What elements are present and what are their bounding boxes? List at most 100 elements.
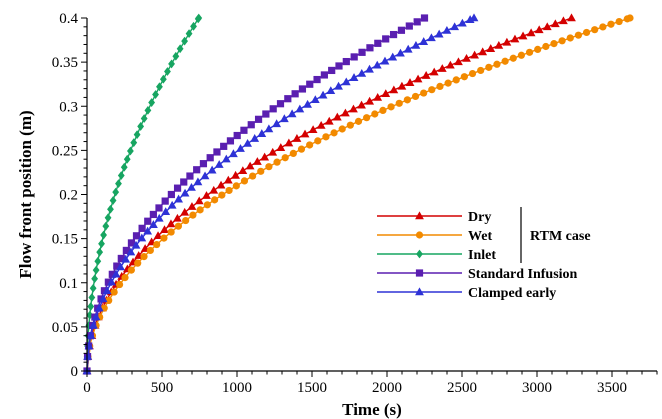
data-point bbox=[494, 40, 504, 49]
data-point bbox=[320, 71, 328, 79]
data-point bbox=[160, 225, 169, 233]
data-point bbox=[206, 154, 214, 162]
data-point bbox=[247, 121, 255, 129]
data-point bbox=[213, 148, 221, 156]
data-point bbox=[232, 182, 240, 190]
data-point bbox=[289, 149, 297, 157]
data-point bbox=[357, 100, 366, 109]
data-point bbox=[582, 28, 591, 37]
data-point bbox=[284, 138, 294, 147]
data-point bbox=[454, 57, 463, 66]
data-point bbox=[452, 76, 460, 84]
y-tick-label: 0.25 bbox=[52, 143, 78, 159]
data-point bbox=[342, 57, 350, 66]
data-point bbox=[102, 286, 112, 294]
data-point bbox=[338, 125, 346, 133]
data-point bbox=[374, 39, 382, 47]
data-point bbox=[419, 37, 429, 45]
data-point bbox=[328, 66, 336, 75]
series-line bbox=[86, 17, 425, 372]
data-point bbox=[420, 14, 429, 22]
y-tick-label: 0.1 bbox=[59, 276, 78, 292]
data-point bbox=[298, 85, 307, 93]
data-point bbox=[172, 51, 180, 61]
data-point bbox=[180, 178, 188, 186]
data-point bbox=[240, 177, 249, 185]
data-point bbox=[389, 30, 398, 39]
legend-label: Inlet bbox=[468, 248, 496, 263]
data-point bbox=[371, 110, 379, 118]
data-point bbox=[115, 280, 124, 289]
x-tick-label: 0 bbox=[83, 380, 91, 396]
data-point bbox=[86, 331, 96, 339]
data-point bbox=[566, 34, 574, 42]
data-point bbox=[387, 103, 395, 111]
data-point bbox=[626, 14, 634, 22]
data-point bbox=[167, 200, 177, 209]
y-tick-label: 0.15 bbox=[52, 232, 78, 248]
data-point bbox=[173, 213, 182, 222]
data-point bbox=[102, 221, 110, 231]
axes: 0 500 1000 1500 2000 2500 3000 3500 0 0.05 0.1 0.15… bbox=[52, 11, 658, 396]
data-point bbox=[525, 48, 534, 56]
data-point bbox=[517, 51, 526, 59]
data-point bbox=[292, 134, 302, 142]
data-point bbox=[437, 64, 447, 72]
data-point bbox=[354, 117, 363, 125]
data-point bbox=[249, 172, 257, 180]
data-point bbox=[279, 114, 289, 123]
data-point bbox=[349, 104, 358, 113]
data-point bbox=[89, 320, 98, 329]
y-tick-label: 0.4 bbox=[59, 11, 78, 27]
data-point bbox=[493, 60, 501, 68]
data-point bbox=[221, 154, 231, 163]
data-point bbox=[180, 188, 190, 197]
legend-marker bbox=[416, 249, 423, 259]
data-point bbox=[216, 180, 226, 189]
data-point bbox=[187, 202, 197, 210]
x-tick-label: 3000 bbox=[522, 380, 552, 396]
data-point bbox=[332, 112, 342, 121]
data-point bbox=[182, 216, 190, 225]
data-point bbox=[117, 254, 125, 263]
data-point bbox=[314, 137, 322, 145]
x-tick-label: 500 bbox=[151, 380, 174, 396]
legend-label: Standard Infusion bbox=[468, 267, 578, 282]
legend-item: Standard Infusion bbox=[377, 267, 578, 282]
data-point bbox=[226, 137, 235, 145]
data-point bbox=[149, 210, 157, 219]
data-point bbox=[413, 74, 423, 83]
data-point bbox=[372, 60, 382, 69]
data-point bbox=[365, 64, 374, 73]
data-point bbox=[167, 190, 175, 199]
data-point bbox=[306, 80, 314, 88]
data-point bbox=[350, 53, 358, 61]
legend-label: Wet bbox=[468, 229, 492, 244]
data-point bbox=[330, 129, 338, 137]
data-point bbox=[83, 351, 93, 360]
data-point bbox=[420, 89, 428, 97]
data-point bbox=[195, 13, 203, 23]
legend-marker bbox=[415, 231, 424, 239]
legend-item: Clamped early bbox=[377, 286, 556, 301]
data-point bbox=[559, 16, 568, 25]
data-point bbox=[526, 28, 536, 37]
data-point bbox=[502, 37, 512, 46]
data-point bbox=[243, 138, 253, 147]
data-point bbox=[397, 26, 406, 34]
series-clamped-early bbox=[82, 13, 479, 375]
data-point bbox=[518, 31, 528, 40]
data-point bbox=[209, 185, 219, 194]
data-point bbox=[510, 34, 520, 43]
data-point bbox=[86, 310, 94, 320]
data-point bbox=[405, 78, 415, 86]
y-tick-label: 0.05 bbox=[52, 320, 78, 336]
data-point bbox=[322, 133, 330, 141]
y-tick-label: 0 bbox=[71, 364, 79, 380]
data-point bbox=[395, 99, 403, 107]
data-point bbox=[268, 147, 278, 156]
data-point bbox=[366, 44, 374, 52]
data-point bbox=[187, 182, 196, 191]
data-point bbox=[140, 114, 148, 123]
data-point bbox=[196, 206, 204, 214]
